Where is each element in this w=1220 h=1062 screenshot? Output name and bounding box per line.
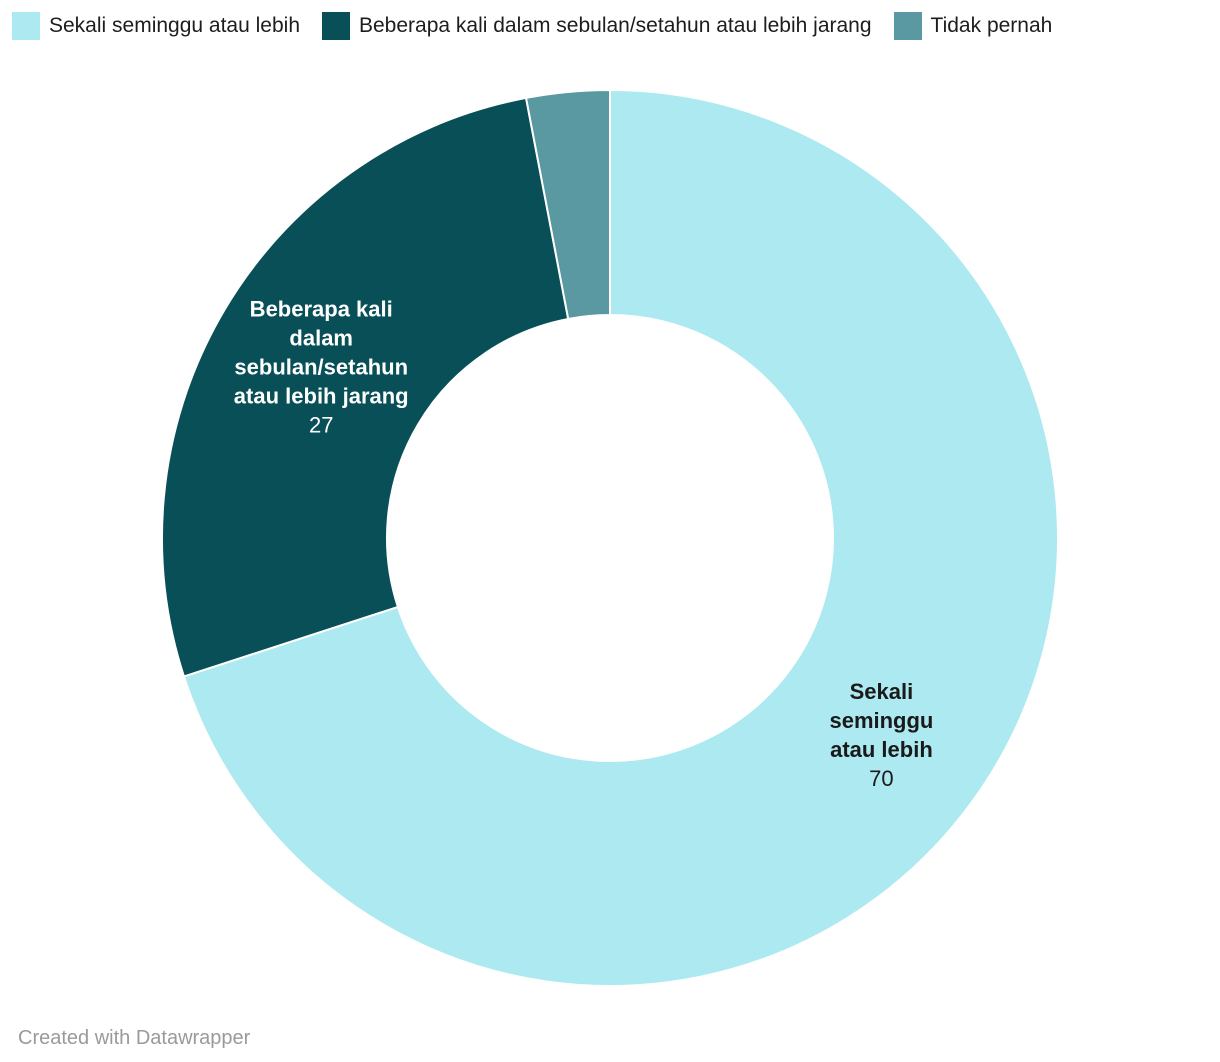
legend-item-label: Tidak pernah: [930, 14, 1053, 37]
legend-item-tidak-pernah: Tidak pernah: [893, 12, 1053, 40]
legend-item-sekali-seminggu: Sekali seminggu atau lebih: [12, 12, 300, 40]
legend-item-beberapa-kali: Beberapa kali dalam sebulan/setahun atau…: [322, 12, 872, 40]
legend: Sekali seminggu atau lebih Beberapa kali…: [12, 12, 1208, 40]
legend-item-label: Sekali seminggu atau lebih: [49, 14, 300, 37]
legend-item-label: Beberapa kali dalam sebulan/setahun atau…: [359, 14, 872, 37]
pie-slice-0[interactable]: [182, 89, 1060, 987]
legend-swatch-icon: [893, 12, 922, 40]
pie-slice-2[interactable]: [525, 89, 611, 320]
pie-slice-1[interactable]: [161, 96, 570, 678]
datawrapper-credit-link[interactable]: Created with Datawrapper: [18, 1027, 251, 1049]
legend-swatch-icon: [12, 12, 40, 40]
legend-swatch-icon: [322, 12, 350, 40]
